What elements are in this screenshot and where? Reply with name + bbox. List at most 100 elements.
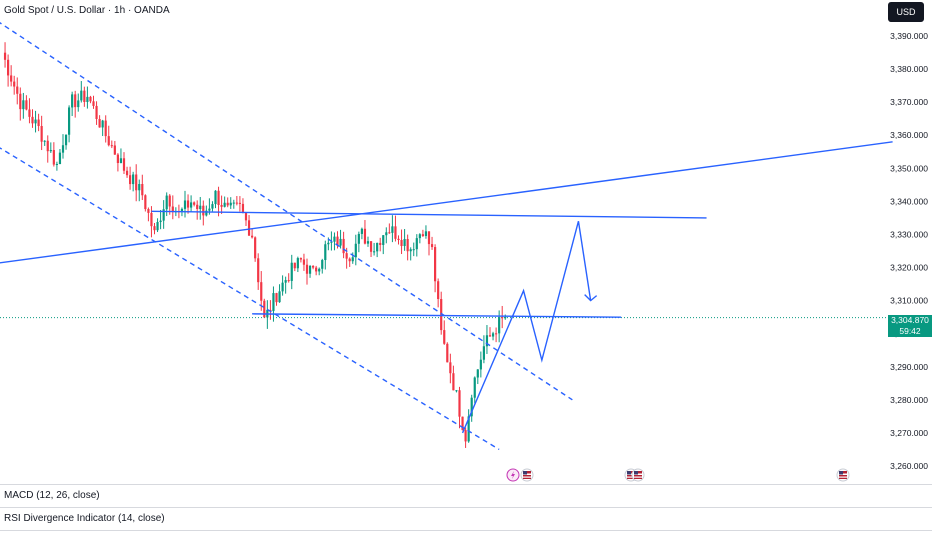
candle-body	[302, 259, 306, 265]
candle-body	[363, 228, 367, 244]
candle-body	[418, 234, 421, 239]
rsi-panel[interactable]: RSI Divergence Indicator (14, close)	[0, 507, 932, 531]
candle-body	[424, 231, 428, 236]
us-flag-icon	[523, 476, 531, 478]
candle-body	[488, 335, 492, 337]
candle-body	[16, 86, 19, 94]
candle-body	[101, 120, 104, 128]
candle-body	[485, 335, 489, 347]
macd-panel[interactable]: MACD (12, 26, close)	[0, 484, 932, 508]
candle-body	[31, 116, 34, 124]
candle-body	[312, 265, 315, 268]
candle-body	[205, 210, 208, 216]
candle-body	[330, 241, 333, 243]
candle-body	[58, 152, 62, 165]
candle-body	[202, 205, 205, 216]
y-tick-label: 3,290.000	[890, 362, 928, 372]
candle-body	[144, 195, 147, 210]
candle-body	[369, 241, 373, 252]
candle-body	[162, 209, 165, 221]
candle-body	[223, 202, 226, 207]
candle-body	[171, 206, 174, 213]
candle-body	[104, 120, 107, 137]
candle-body	[22, 100, 25, 110]
candle-body	[427, 231, 431, 245]
candle-body	[275, 293, 278, 303]
candle-body	[403, 239, 406, 247]
candle-body	[52, 150, 55, 165]
candle-body	[333, 236, 336, 242]
candle-body	[25, 100, 28, 110]
candle-body	[385, 232, 388, 236]
candle-body	[315, 267, 318, 272]
candle-body	[458, 390, 461, 417]
candle-body	[464, 430, 467, 442]
candle-body	[476, 369, 479, 378]
candle-body	[220, 204, 223, 207]
candle-body	[186, 200, 190, 208]
candle-body	[238, 202, 241, 204]
candle-body	[168, 195, 171, 207]
candle-body	[449, 362, 452, 374]
candle-body	[388, 232, 391, 234]
symbol-title: Gold Spot / U.S. Dollar · 1h · OANDA	[4, 5, 170, 16]
last-price-tag: 3,304.870 59:42	[888, 315, 932, 337]
candle-body	[360, 228, 363, 234]
macd-label: MACD (12, 26, close)	[4, 490, 100, 501]
rsi-label: RSI Divergence Indicator (14, close)	[4, 513, 165, 524]
candle-body	[473, 377, 476, 398]
candle-body	[409, 249, 412, 252]
candle-body	[394, 226, 397, 239]
candle-body	[116, 154, 119, 164]
candle-body	[150, 212, 153, 227]
candle-body	[68, 107, 71, 135]
y-tick-label: 3,350.000	[890, 163, 928, 173]
candle-body	[244, 212, 248, 221]
candle-body	[318, 268, 321, 272]
candle-body	[86, 96, 89, 103]
candle-body	[211, 204, 214, 209]
candle-body	[260, 282, 263, 301]
candle-body	[348, 258, 351, 262]
trend-line	[151, 210, 707, 219]
candle-body	[482, 346, 485, 360]
candle-body	[46, 140, 49, 152]
us-flag-icon	[839, 471, 843, 475]
trend-line	[252, 313, 622, 318]
candle-body	[10, 75, 13, 82]
candle-body	[214, 190, 217, 205]
us-flag-icon	[839, 476, 847, 478]
candle-body	[28, 109, 31, 117]
candle-body	[354, 243, 357, 258]
candle-body	[452, 373, 455, 391]
candle-body	[321, 260, 324, 269]
candle-body	[107, 136, 110, 146]
candle-body	[461, 416, 464, 431]
candle-body	[470, 397, 473, 417]
candle-body	[406, 239, 409, 252]
y-tick-label: 3,380.000	[890, 64, 928, 74]
candle-body	[74, 94, 77, 108]
y-tick-label: 3,360.000	[890, 130, 928, 140]
candle-body	[287, 280, 290, 282]
candle-body	[190, 202, 193, 208]
candle-body	[455, 390, 458, 392]
time-axis[interactable]	[0, 530, 932, 551]
candle-body	[196, 204, 199, 210]
candle-body	[379, 242, 382, 245]
candle-body	[83, 90, 86, 103]
candle-body	[351, 257, 354, 262]
candle-body	[19, 93, 22, 110]
candle-body	[80, 90, 83, 101]
candle-body	[147, 209, 150, 213]
currency-button[interactable]: USD	[888, 2, 924, 22]
candle-body	[132, 174, 135, 185]
lightning-icon	[511, 471, 515, 479]
y-tick-label: 3,280.000	[890, 395, 928, 405]
candle-body	[290, 262, 293, 281]
candle-body	[141, 184, 144, 196]
candle-body	[95, 105, 98, 120]
candle-body	[296, 258, 299, 269]
candle-body	[278, 291, 281, 303]
